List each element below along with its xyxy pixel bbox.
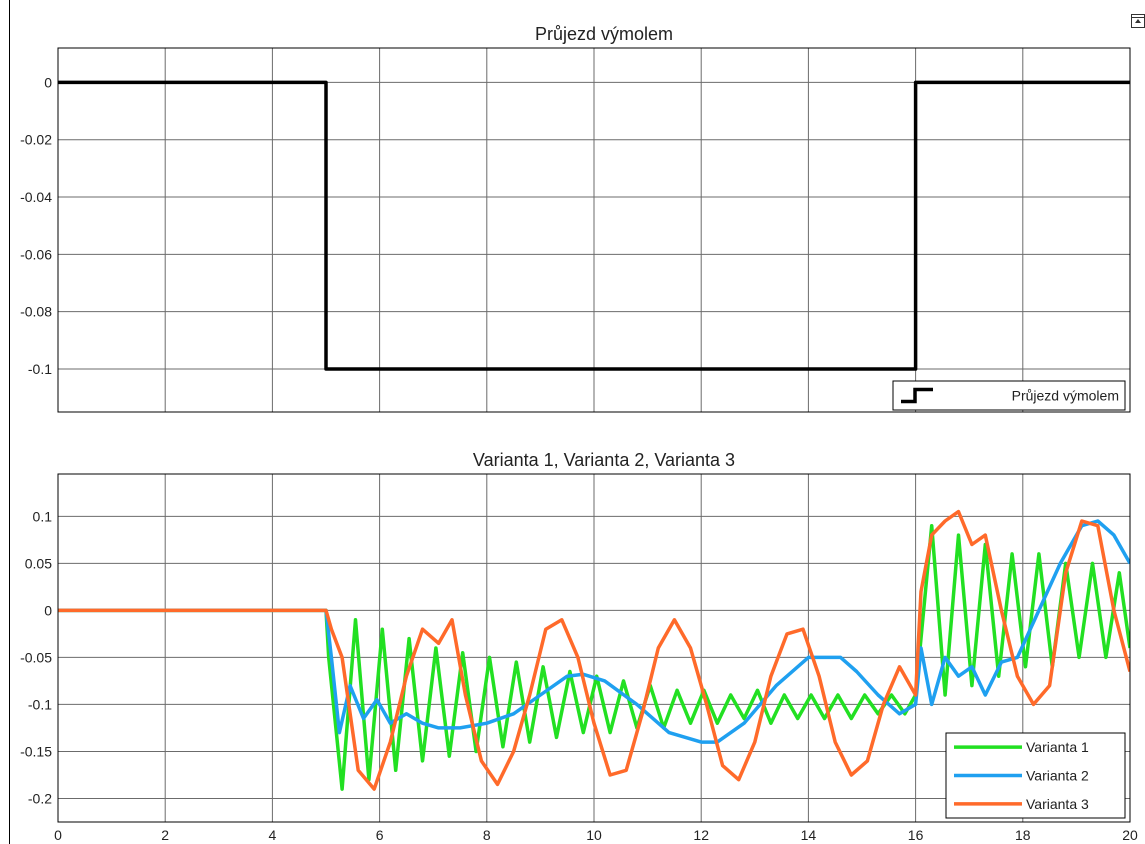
x-tick-label: 10: [586, 827, 602, 843]
chart-title: Průjezd výmolem: [535, 24, 673, 44]
y-tick-label: -0.06: [20, 246, 52, 262]
x-tick-label: 2: [161, 827, 169, 843]
axes-2: -0.2 -0.15 -0.1 -0.05 0 0.05 0.1 0 2 4 6 8 10 12 14 16 1…: [20, 450, 1138, 843]
y-tick-label: -0.1: [28, 361, 52, 377]
x-tick-label: 16: [908, 827, 924, 843]
legend-entry-label: Varianta 1: [1026, 739, 1089, 755]
y-tick-label: -0.02: [20, 132, 52, 148]
axes-1: -0.1 -0.08 -0.06 -0.04 -0.02 0 Průjezd výmolem…: [20, 24, 1131, 413]
axes-border: [57, 473, 1131, 823]
series-line-pr-jezd-v-molem: [58, 80, 1130, 371]
y-tick-label: 0: [44, 602, 52, 618]
y-tick-label: 0.1: [33, 508, 53, 524]
y-tick-label: -0.04: [20, 189, 52, 205]
y-tick-label: 0.05: [25, 555, 52, 571]
series-line-varianta-1: [58, 523, 1130, 791]
legend: Varianta 1 Varianta 2 Varianta 3: [945, 732, 1126, 819]
x-tick-label: 12: [693, 827, 709, 843]
legend-box: [892, 380, 1126, 411]
x-tick-label: 0: [54, 827, 62, 843]
chart-title: Varianta 1, Varianta 2, Varianta 3: [473, 450, 735, 470]
y-tick-label: -0.08: [20, 304, 52, 320]
x-tick-label: 20: [1122, 827, 1138, 843]
legend-entry-label: Varianta 2: [1026, 768, 1089, 784]
y-tick-label: 0: [44, 74, 52, 90]
legend-step-symbol: [901, 387, 933, 404]
legend-entry-label: Varianta 3: [1026, 796, 1089, 812]
legend-entry-label: Průjezd výmolem: [1012, 388, 1119, 404]
y-tick-label: -0.1: [28, 696, 52, 712]
x-tick-label: 6: [376, 827, 384, 843]
restore-window-icon[interactable]: [1131, 14, 1145, 28]
x-tick-label: 18: [1015, 827, 1031, 843]
y-tick-label: -0.15: [20, 743, 52, 759]
y-tick-label: -0.05: [20, 649, 52, 665]
legend: Průjezd výmolem: [892, 380, 1126, 411]
series-group: [58, 80, 1130, 371]
x-tick-label: 8: [483, 827, 491, 843]
y-tick-label: -0.2: [28, 790, 52, 806]
series-line-varianta-2: [58, 519, 1130, 744]
x-tick-label: 4: [269, 827, 277, 843]
x-tick-label: 14: [801, 827, 817, 843]
axes-border: [57, 47, 1131, 413]
series-line-varianta-3: [58, 509, 1130, 791]
series-group: [58, 509, 1130, 791]
